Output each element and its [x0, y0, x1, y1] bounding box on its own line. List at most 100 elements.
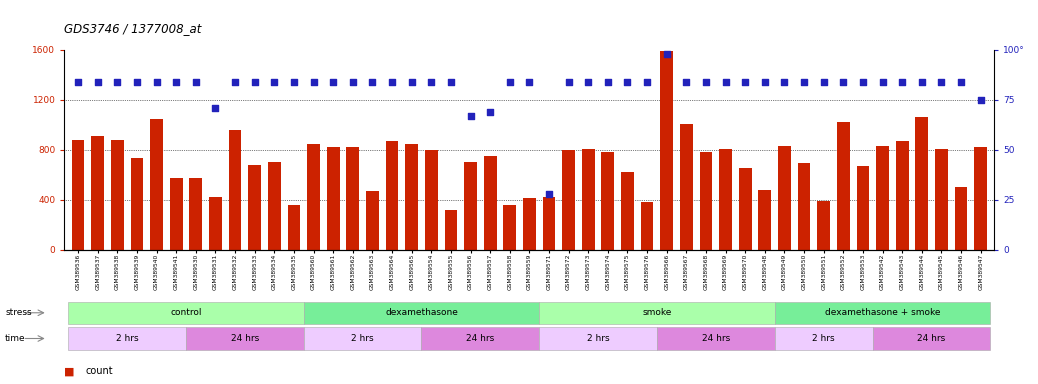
Point — [796, 79, 813, 85]
Text: time: time — [5, 334, 26, 343]
Point — [345, 79, 361, 85]
Bar — [774, 301, 990, 324]
Point — [658, 51, 675, 57]
Bar — [640, 202, 654, 250]
Point — [757, 79, 773, 85]
Point — [226, 79, 243, 85]
Point — [501, 79, 518, 85]
Text: count: count — [85, 366, 113, 376]
Bar — [657, 327, 774, 350]
Point — [835, 79, 851, 85]
Point — [422, 79, 439, 85]
Point — [913, 79, 930, 85]
Point — [208, 105, 224, 111]
Bar — [797, 164, 811, 250]
Text: dexamethasone: dexamethasone — [385, 308, 458, 317]
Point — [854, 79, 871, 85]
Bar — [386, 141, 399, 250]
Text: stress: stress — [5, 308, 32, 317]
Point — [404, 79, 420, 85]
Bar — [307, 144, 320, 250]
Bar — [304, 327, 421, 350]
Bar — [69, 327, 186, 350]
Bar — [444, 210, 458, 250]
Point — [266, 79, 282, 85]
Bar — [543, 197, 555, 250]
Text: 24 hrs: 24 hrs — [702, 334, 730, 343]
Bar — [680, 124, 692, 250]
Bar — [955, 187, 967, 250]
Bar — [916, 118, 928, 250]
Point — [620, 79, 636, 85]
Bar — [347, 147, 359, 250]
Point — [442, 79, 459, 85]
Bar — [484, 156, 496, 250]
Bar — [464, 162, 476, 250]
Bar — [304, 301, 539, 324]
Bar — [778, 146, 791, 250]
Text: GDS3746 / 1377008_at: GDS3746 / 1377008_at — [64, 22, 201, 35]
Bar — [288, 205, 300, 250]
Point — [973, 97, 989, 103]
Bar — [719, 149, 732, 250]
Point — [953, 79, 969, 85]
Point — [89, 79, 106, 85]
Point — [561, 79, 577, 85]
Point — [717, 79, 734, 85]
Text: 2 hrs: 2 hrs — [116, 334, 138, 343]
Point — [933, 79, 950, 85]
Bar — [876, 146, 889, 250]
Point — [246, 79, 263, 85]
Bar — [660, 51, 673, 250]
Bar — [856, 166, 869, 250]
Point — [129, 79, 145, 85]
Point — [285, 79, 302, 85]
Bar — [621, 172, 634, 250]
Point — [70, 79, 86, 85]
Bar — [759, 190, 771, 250]
Bar — [186, 327, 304, 350]
Text: 2 hrs: 2 hrs — [351, 334, 374, 343]
Bar — [72, 140, 84, 250]
Bar — [563, 150, 575, 250]
Point — [482, 109, 498, 115]
Bar — [111, 140, 124, 250]
Bar — [151, 119, 163, 250]
Text: 2 hrs: 2 hrs — [586, 334, 609, 343]
Point — [874, 79, 891, 85]
Point — [364, 79, 381, 85]
Point — [816, 79, 832, 85]
Bar — [170, 179, 183, 250]
Point — [148, 79, 165, 85]
Bar — [739, 169, 752, 250]
Bar — [327, 147, 339, 250]
Bar — [975, 147, 987, 250]
Point — [109, 79, 126, 85]
Point — [462, 113, 479, 119]
Bar — [523, 199, 536, 250]
Point — [894, 79, 910, 85]
Bar — [503, 205, 516, 250]
Point — [521, 79, 538, 85]
Point — [305, 79, 322, 85]
Point — [168, 79, 185, 85]
Bar — [539, 301, 774, 324]
Point — [541, 190, 557, 197]
Bar — [91, 136, 104, 250]
Bar — [935, 149, 948, 250]
Bar — [248, 165, 262, 250]
Text: smoke: smoke — [643, 308, 672, 317]
Bar — [817, 201, 830, 250]
Point — [698, 79, 714, 85]
Bar — [539, 327, 657, 350]
Text: 24 hrs: 24 hrs — [230, 334, 260, 343]
Point — [600, 79, 617, 85]
Bar — [366, 191, 379, 250]
Bar — [601, 152, 614, 250]
Bar — [190, 179, 202, 250]
Bar — [425, 150, 438, 250]
Point — [384, 79, 401, 85]
Point — [325, 79, 342, 85]
Point — [737, 79, 754, 85]
Bar — [421, 327, 539, 350]
